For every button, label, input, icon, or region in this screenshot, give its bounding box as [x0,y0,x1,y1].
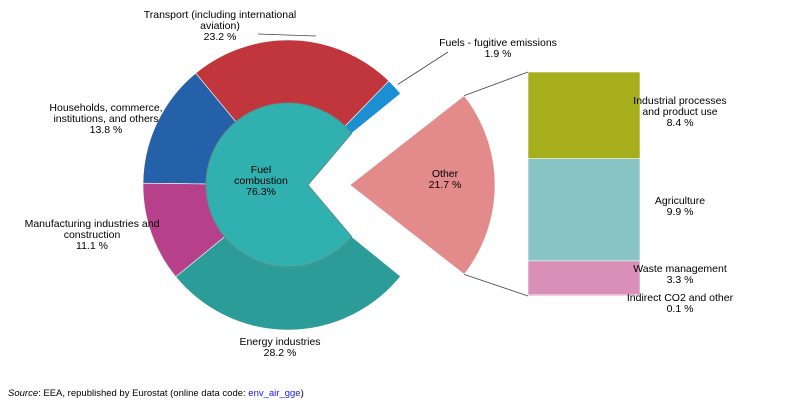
label-households-commerce-institutions-and-others: Households, commerce, institutions, and o… [49,102,162,136]
connector-bottom [464,274,529,297]
bar-agriculture [527,158,641,262]
source-suffix: ) [300,388,304,399]
label-manufacturing-industries-and-construction: Manufacturing industries and construction… [25,218,160,252]
fuel-combustion-label: Fuel combustion 76.3% [234,164,288,198]
other-label: Other 21.7 % [429,168,462,191]
source-code-link[interactable]: env_air_gge [248,388,301,399]
leader-transport [257,33,317,37]
source-note: Source: EEA, republished by Eurostat (on… [8,388,304,399]
leader-fugitive [397,51,449,85]
label-industrial-processes-and-product-use: Industrial processes and product use 8.4 % [633,95,726,129]
slice-other [349,95,496,275]
label-energy-industries: Energy industries 28.2 % [239,336,320,359]
bar-industrial-processes-and-product-use [527,71,641,160]
label-agriculture: Agriculture 9.9 % [655,195,705,218]
label-indirect-co2-and-other: Indirect CO2 and other 0.1 % [627,292,734,315]
bar-waste-management [527,260,641,296]
label-transport-including-international-aviation: Transport (including international aviati… [144,9,297,43]
source-prefix: Source [8,388,39,399]
bar-indirect-co2-and-other [527,294,641,297]
source-text: : EEA, republished by Eurostat (online d… [38,388,249,399]
label-waste-management: Waste management 3.3 % [633,263,727,286]
connector-top [464,71,529,96]
label-fuels-fugitive-emissions: Fuels - fugitive emissions 1.9 % [439,37,557,60]
slice-fuel-combustion [205,102,353,268]
